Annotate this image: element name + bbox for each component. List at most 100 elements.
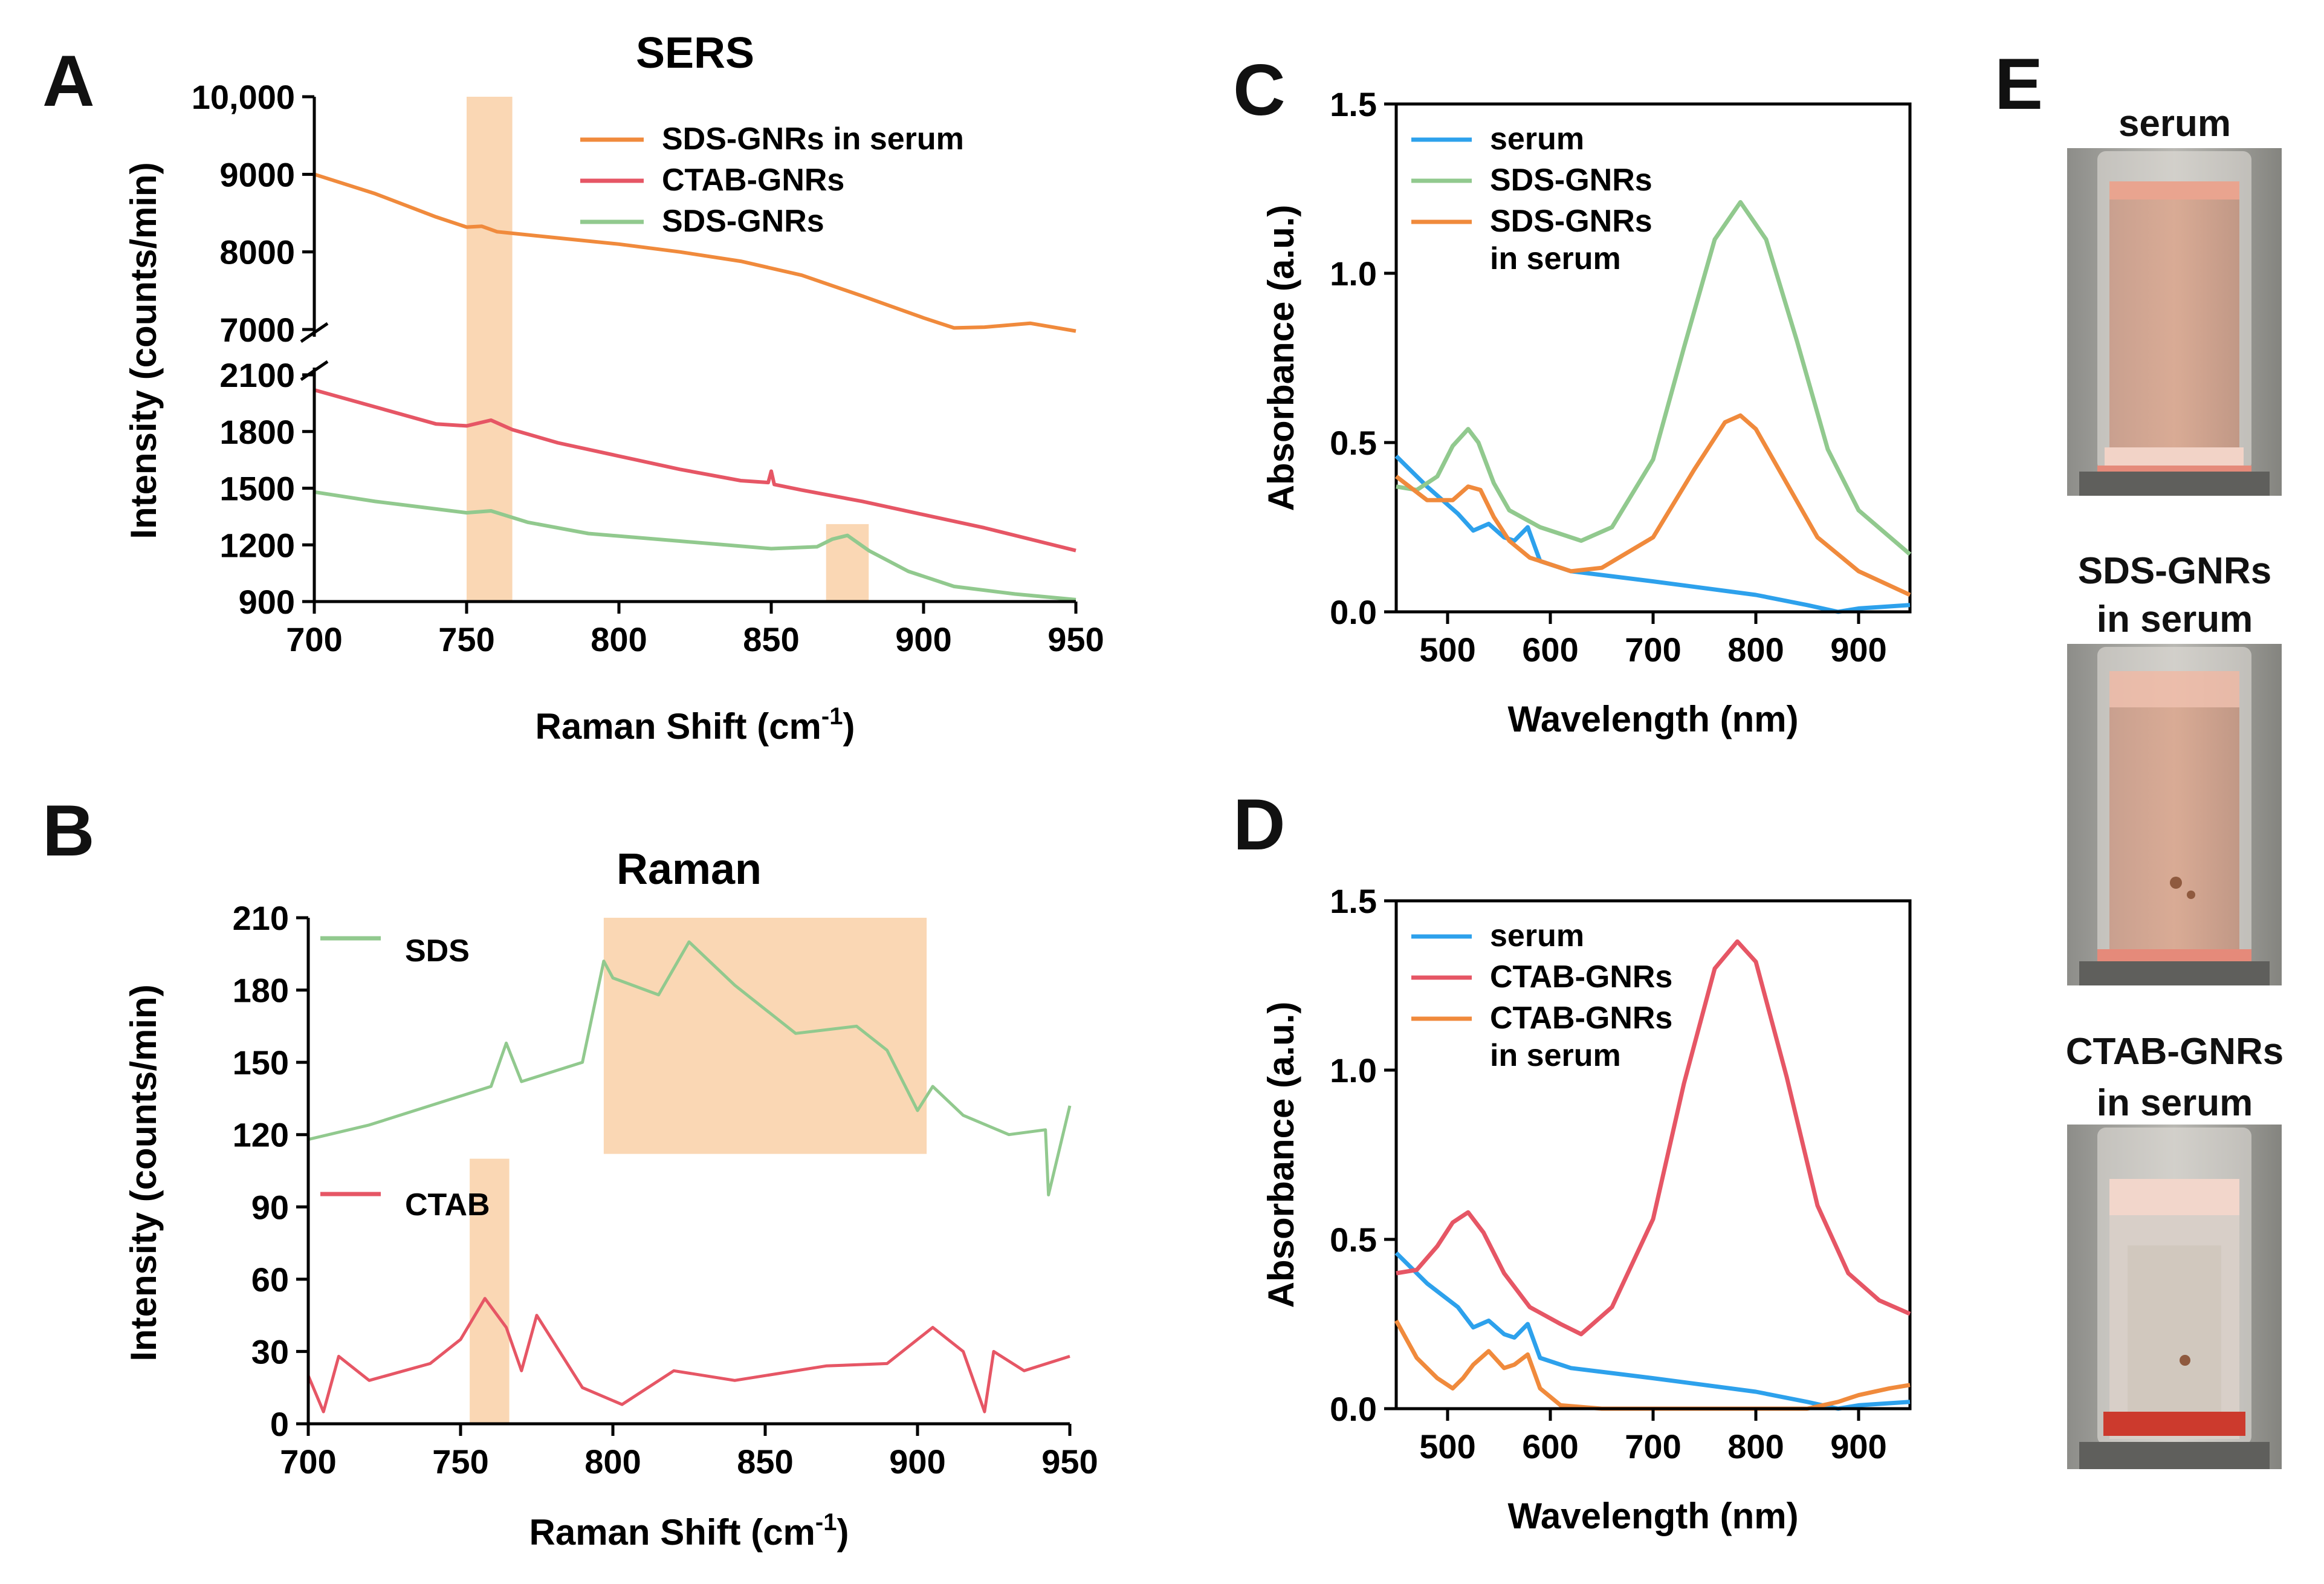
panel-label-a: A [42, 41, 95, 122]
b-x-tick-label: 900 [889, 1443, 945, 1481]
d-x-tick-label: 500 [1419, 1427, 1475, 1466]
series-line-sds-gnrs-in-serum [314, 172, 1076, 333]
photo-cuvette-ctab-gnrs-in-serum [2067, 1125, 2282, 1469]
c-x-tick-label: 900 [1830, 631, 1886, 669]
a-x-tick-label: 800 [591, 620, 647, 658]
c-x-tick-label: 800 [1727, 631, 1784, 669]
panel-label-e: E [1995, 44, 2043, 125]
a-y-tick-label: 900 [239, 583, 295, 621]
chart-b-raman: 0 30 60 90 120 150 180 210 700 750 800 850 900 950 Ram… [123, 845, 1098, 1553]
panel-label-b: B [42, 790, 95, 871]
a-y-tick-label: 2100 [219, 356, 295, 394]
series-line-serum [1394, 1251, 1911, 1411]
b-x-tick-label: 850 [737, 1443, 793, 1481]
c-legend-label: SDS-GNRs [1490, 163, 1652, 198]
b-y-tick-label: 150 [233, 1044, 289, 1082]
a-x-tick-label: 950 [1047, 620, 1104, 658]
c-y-tick-label: 1.0 [1330, 255, 1377, 293]
b-y-axis-label: Intensity (counts/min) [123, 984, 164, 1361]
photo-cuvette-serum [2067, 148, 2282, 496]
a-x-tick-label: 750 [438, 620, 494, 658]
a-legend-label: CTAB-GNRs [662, 163, 844, 198]
c-legend-label: in serum [1490, 241, 1621, 276]
series-line-ctab-gnrs-in-serum [1394, 1319, 1911, 1411]
d-y-tick-label: 1.0 [1330, 1051, 1377, 1089]
c-x-tick-label: 500 [1419, 631, 1475, 669]
b-x-axis-label: Raman Shift (cm-1) [529, 1509, 849, 1553]
series-line-sds-gnrs-in-serum [1394, 413, 1911, 597]
b-legend-label: CTAB [405, 1187, 490, 1222]
a-axis-break-mark [300, 322, 329, 343]
panel-label-c: C [1233, 50, 1286, 131]
highlight-band [603, 918, 927, 1154]
d-legend-label: serum [1490, 918, 1584, 953]
d-x-tick-label: 900 [1830, 1427, 1886, 1466]
a-x-axis-label: Raman Shift (cm-1) [536, 703, 855, 747]
d-x-tick-label: 800 [1727, 1427, 1784, 1466]
d-x-tick-label: 600 [1522, 1427, 1578, 1466]
d-y-axis-label: Absorbance (a.u.) [1261, 1002, 1301, 1308]
a-y-tick-label: 10,000 [192, 78, 295, 116]
b-y-tick-label: 90 [251, 1188, 289, 1226]
series-line-sds [308, 940, 1072, 1196]
c-x-tick-label: 700 [1625, 631, 1681, 669]
series-line-sds-gnrs [314, 490, 1076, 602]
d-y-tick-label: 0.0 [1330, 1390, 1377, 1428]
b-y-tick-label: 60 [251, 1261, 289, 1299]
b-y-tick-label: 30 [251, 1332, 289, 1371]
series-line-ctab-gnrs [314, 388, 1076, 553]
a-y-tick-label: 1500 [219, 470, 295, 508]
a-y-tick-label: 8000 [219, 233, 295, 271]
a-y-tick-label: 9000 [219, 155, 295, 193]
d-y-tick-label: 1.5 [1330, 882, 1377, 920]
a-chart-title: SERS [636, 29, 754, 77]
c-x-tick-label: 600 [1522, 631, 1578, 669]
b-y-tick-label: 180 [233, 972, 289, 1010]
d-x-axis-label: Wavelength (nm) [1507, 1496, 1798, 1536]
photo-title-sds-line2: in serum [2097, 599, 2253, 640]
a-axis-break-mark [300, 360, 329, 381]
a-x-tick-label: 850 [743, 620, 799, 658]
c-y-tick-label: 0.0 [1330, 593, 1377, 631]
series-line-ctab-gnrs [1396, 939, 1911, 1337]
b-x-tick-label: 750 [432, 1443, 488, 1481]
panel-label-d: D [1233, 784, 1286, 865]
photo-title-ctab-line2: in serum [2097, 1082, 2253, 1124]
series-line-ctab [306, 1297, 1070, 1414]
photo-title-sds-line1: SDS-GNRs [2078, 550, 2271, 592]
highlight-band [467, 97, 513, 602]
series-line-sds-gnrs [1396, 200, 1912, 556]
c-y-axis-label: Absorbance (a.u.) [1261, 205, 1301, 511]
b-legend-label: SDS [405, 933, 470, 969]
a-y-tick-label: 1200 [219, 526, 295, 564]
highlight-band [470, 1158, 510, 1424]
c-legend-label: SDS-GNRs [1490, 204, 1652, 239]
c-x-axis-label: Wavelength (nm) [1507, 699, 1798, 739]
b-x-tick-label: 800 [584, 1443, 641, 1481]
chart-c-absorbance: 0.0 0.5 1.0 1.5 500 600 700 800 900 Wavelength (n… [1261, 85, 1912, 739]
b-y-tick-label: 120 [233, 1116, 289, 1154]
a-legend-label: SDS-GNRs [662, 204, 824, 239]
chart-a-sers: 7000 8000 9000 10,000 900 1200 1500 1800 2100 700… [123, 29, 1104, 747]
series-line-serum [1394, 454, 1911, 614]
c-y-tick-label: 1.5 [1330, 85, 1377, 123]
photo-cuvette-sds-gnrs-in-serum [2067, 644, 2282, 985]
c-legend-label: serum [1490, 122, 1584, 157]
d-y-tick-label: 0.5 [1330, 1221, 1377, 1259]
chart-d-absorbance: 0.0 0.5 1.0 1.5 500 600 700 800 900 Wavelength (n… [1261, 882, 1912, 1536]
b-y-tick-label: 210 [233, 899, 289, 937]
a-y-axis-label: Intensity (counts/min) [123, 162, 164, 539]
a-y-tick-label: 1800 [219, 413, 295, 451]
a-legend-label: SDS-GNRs in serum [662, 122, 964, 157]
photo-title-serum: serum [2118, 103, 2231, 144]
b-chart-title: Raman [617, 845, 762, 894]
c-y-tick-label: 0.5 [1330, 424, 1377, 462]
b-x-tick-label: 950 [1041, 1443, 1098, 1481]
a-y-tick-label: 7000 [219, 311, 295, 349]
d-legend-label: CTAB-GNRs [1490, 959, 1672, 995]
a-x-tick-label: 700 [286, 620, 342, 658]
b-y-tick-label: 0 [270, 1405, 289, 1443]
d-x-tick-label: 700 [1625, 1427, 1681, 1466]
a-x-tick-label: 900 [895, 620, 951, 658]
